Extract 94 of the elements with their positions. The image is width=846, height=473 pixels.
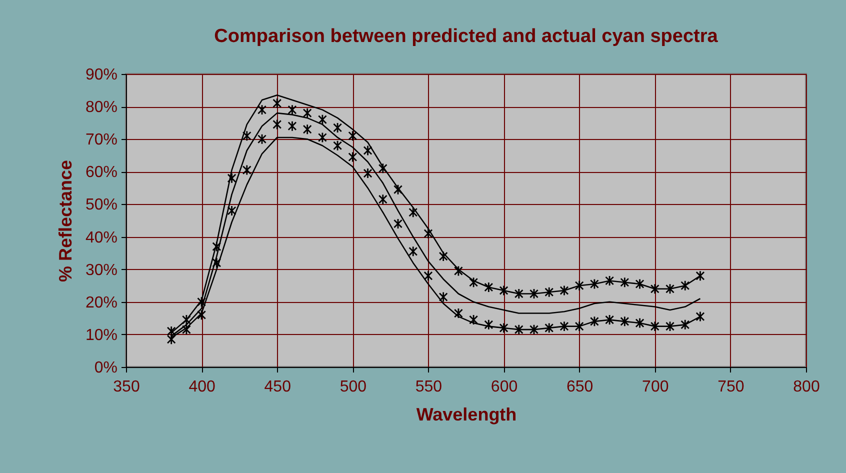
point (242, 130, 252, 142)
point (590, 316, 599, 327)
point (484, 282, 494, 293)
point (408, 246, 418, 257)
point (227, 205, 236, 216)
point (605, 314, 614, 326)
point (302, 124, 312, 135)
y-tick-label: 20% (85, 294, 118, 312)
point (680, 280, 690, 292)
point (212, 241, 222, 252)
point (666, 283, 674, 294)
point (650, 320, 660, 332)
point (333, 140, 342, 152)
point (333, 122, 342, 134)
point (650, 283, 660, 294)
y-tick-label: 80% (85, 99, 118, 116)
point (182, 324, 191, 336)
point (666, 320, 674, 332)
point (258, 134, 266, 145)
point (424, 228, 433, 239)
y-tick-label: 60% (85, 164, 118, 182)
x-tick-label: 400 (188, 378, 216, 396)
point (574, 280, 584, 292)
y-axis-title: % Reflectance (55, 160, 76, 282)
point (408, 206, 418, 218)
point (696, 270, 705, 282)
point (454, 308, 463, 319)
point (560, 285, 569, 296)
point (394, 218, 402, 230)
y-tick-label: 30% (85, 262, 118, 279)
point (530, 288, 538, 300)
point (378, 194, 388, 205)
x-axis-title: Wavelength (416, 404, 517, 424)
x-tick-label: 700 (642, 378, 669, 396)
chart-title: Comparison between predicted and actual cyan spectra (214, 26, 718, 47)
point (635, 318, 644, 328)
y-tick-label: 10% (85, 326, 118, 344)
point (348, 130, 358, 142)
point (560, 320, 569, 332)
point (635, 278, 644, 290)
x-tick-label: 650 (566, 378, 594, 396)
y-tick-label: 90% (85, 66, 118, 84)
point (454, 266, 463, 276)
point (182, 314, 191, 326)
point (514, 324, 524, 336)
point (696, 311, 705, 322)
point (544, 322, 554, 334)
point (620, 316, 630, 327)
x-tick-label: 450 (264, 378, 292, 396)
point (438, 292, 448, 302)
point (288, 104, 297, 116)
point (272, 98, 282, 109)
point (499, 322, 508, 334)
point (212, 257, 222, 268)
y-tick-label: 50% (85, 196, 118, 214)
point (258, 104, 266, 116)
y-tick-label: 0% (94, 360, 118, 376)
x-tick-label: 550 (415, 378, 442, 396)
point (605, 275, 614, 286)
point (574, 320, 584, 332)
y-tick-label: 70% (85, 132, 118, 149)
point (469, 276, 478, 288)
point (318, 114, 327, 126)
point (288, 120, 297, 132)
point (394, 184, 402, 196)
point (227, 172, 236, 184)
point (318, 132, 327, 143)
point (197, 296, 206, 308)
point (302, 108, 312, 119)
point (378, 162, 388, 174)
point (348, 152, 358, 162)
point (484, 319, 494, 330)
x-tick-label: 800 (793, 378, 820, 396)
point (620, 276, 630, 288)
point (242, 164, 252, 176)
point (469, 314, 478, 326)
point (197, 309, 206, 320)
point (363, 145, 372, 156)
point (424, 270, 433, 282)
point (514, 288, 524, 300)
x-tick-label: 500 (340, 378, 367, 396)
x-tick-label: 750 (718, 378, 744, 396)
y-tick-label: 40% (85, 229, 118, 246)
point (499, 285, 508, 296)
point (166, 326, 176, 337)
point (530, 324, 538, 336)
point (680, 319, 690, 330)
point (544, 286, 554, 298)
point (438, 250, 448, 262)
x-tick-label: 600 (490, 378, 518, 396)
point (272, 119, 282, 130)
point (590, 278, 599, 290)
point (363, 168, 372, 179)
x-tick-label: 350 (113, 378, 140, 396)
